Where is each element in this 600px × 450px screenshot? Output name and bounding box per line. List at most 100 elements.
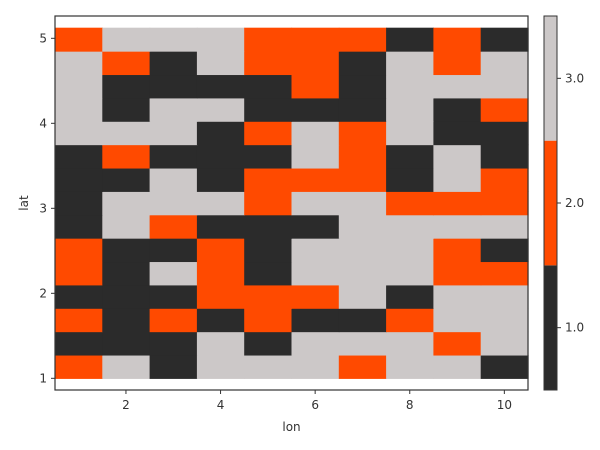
heatmap-cell [291, 284, 340, 309]
colorbar-segment [544, 265, 557, 390]
heatmap-cell [386, 261, 434, 286]
heatmap-cell [55, 308, 103, 333]
heatmap-cell [386, 238, 434, 263]
colorbar-segment [544, 140, 557, 266]
heatmap-cell [244, 331, 293, 356]
heatmap-cell [480, 97, 529, 122]
heatmap-cell [149, 167, 198, 192]
heatmap-cell [433, 167, 482, 192]
heatmap-cell [480, 354, 529, 379]
heatmap-cell [196, 144, 245, 169]
heatmap-cell [196, 97, 245, 122]
x-tick-label: 6 [311, 398, 319, 412]
heatmap-cell [480, 261, 529, 286]
colorbar-tick-label: 3.0 [565, 71, 584, 85]
heatmap-cell [55, 74, 103, 99]
heatmap-cell [433, 214, 482, 239]
heatmap-cell [149, 51, 198, 76]
heatmap-cell [149, 144, 198, 169]
heatmap-cell [196, 308, 245, 333]
x-tick-label: 10 [497, 398, 512, 412]
heatmap-cell [149, 331, 198, 356]
heatmap-cell [102, 167, 151, 192]
heatmap-cell [433, 238, 482, 263]
heatmap-cell [291, 354, 340, 379]
heatmap-cell [291, 74, 340, 99]
heatmap-cell [102, 121, 151, 146]
heatmap-cell [102, 308, 151, 333]
heatmap-cell [55, 284, 103, 309]
heatmap-cell [480, 167, 529, 192]
heatmap-cell [386, 121, 434, 146]
heatmap-cell [196, 121, 245, 146]
heatmap-cell [196, 284, 245, 309]
heatmap-cell [196, 27, 245, 52]
y-tick-label: 3 [39, 201, 47, 215]
heatmap-cell [291, 27, 340, 52]
heatmap-cell [244, 354, 293, 379]
heatmap-cell [291, 308, 340, 333]
heatmap-cell [480, 74, 529, 99]
heatmap-cell [338, 284, 387, 309]
heatmap-cell [102, 51, 151, 76]
heatmap-cell [102, 74, 151, 99]
heatmap-cell [149, 121, 198, 146]
heatmap-cell [244, 261, 293, 286]
y-tick-label: 2 [39, 286, 47, 300]
heatmap-cell [386, 167, 434, 192]
heatmap-cell [149, 308, 198, 333]
heatmap-cell [291, 331, 340, 356]
heatmap-cell [244, 214, 293, 239]
heatmap-cell [55, 261, 103, 286]
heatmap-cell [386, 191, 434, 216]
heatmap-cell [433, 144, 482, 169]
heatmap-cell [433, 354, 482, 379]
x-axis-label: lon [282, 420, 300, 434]
heatmap-cell [480, 144, 529, 169]
heatmap-cell [55, 144, 103, 169]
heatmap-cell [244, 27, 293, 52]
heatmap-cell [480, 121, 529, 146]
heatmap-cell [102, 284, 151, 309]
heatmap-cell [338, 354, 387, 379]
heatmap-cell [338, 97, 387, 122]
heatmap-cell [55, 51, 103, 76]
heatmap-cell [102, 27, 151, 52]
heatmap-cell [244, 121, 293, 146]
heatmap-cell [338, 308, 387, 333]
heatmap-cell [433, 121, 482, 146]
heatmap-cell [149, 238, 198, 263]
heatmap-cell [291, 261, 340, 286]
heatmap-cell [196, 331, 245, 356]
heatmap-cell [291, 167, 340, 192]
heatmap-cell [386, 27, 434, 52]
heatmap-cell [291, 214, 340, 239]
heatmap-cell [433, 97, 482, 122]
heatmap-cell [149, 354, 198, 379]
colorbar-tick-label: 2.0 [565, 196, 584, 210]
heatmap-cell [55, 97, 103, 122]
heatmap-cell [338, 74, 387, 99]
heatmap-cell [244, 51, 293, 76]
plot-frame [54, 15, 529, 391]
heatmap-cell [480, 51, 529, 76]
heatmap-cell [480, 308, 529, 333]
heatmap-cell [338, 167, 387, 192]
heatmap-cell [338, 144, 387, 169]
heatmap-cell [433, 27, 482, 52]
heatmap-cell [149, 97, 198, 122]
heatmap-cell [433, 191, 482, 216]
x-tick-label: 8 [406, 398, 414, 412]
heatmap-cell [480, 27, 529, 52]
heatmap-cell [433, 74, 482, 99]
heatmap-cells [55, 27, 529, 379]
heatmap-cell [338, 27, 387, 52]
heatmap-cell [480, 214, 529, 239]
heatmap-cell [244, 308, 293, 333]
heatmap-cell [196, 214, 245, 239]
x-tick-label: 4 [217, 398, 225, 412]
heatmap-cell [338, 238, 387, 263]
heatmap-cell [196, 191, 245, 216]
heatmap-cell [244, 144, 293, 169]
heatmap-cell [244, 74, 293, 99]
